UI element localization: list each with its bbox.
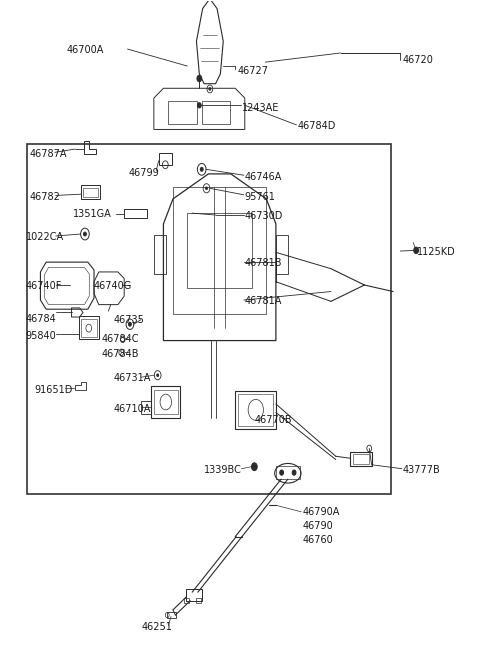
Bar bbox=[238, 394, 273, 426]
Bar bbox=[79, 316, 99, 339]
Text: 46787A: 46787A bbox=[29, 149, 67, 159]
Bar bbox=[81, 319, 97, 337]
Bar bbox=[186, 589, 202, 601]
Bar bbox=[152, 386, 180, 418]
Text: 46735: 46735 bbox=[113, 315, 144, 326]
Bar bbox=[158, 153, 172, 165]
Bar bbox=[27, 145, 391, 494]
Bar bbox=[353, 454, 369, 464]
Text: 46700A: 46700A bbox=[66, 45, 104, 55]
Circle shape bbox=[205, 187, 207, 189]
Bar bbox=[184, 598, 189, 603]
Text: 46731A: 46731A bbox=[113, 373, 151, 383]
Bar bbox=[276, 466, 300, 479]
Bar bbox=[154, 234, 166, 274]
Bar bbox=[196, 598, 201, 603]
Circle shape bbox=[280, 470, 284, 476]
Text: 46746A: 46746A bbox=[245, 172, 282, 181]
Text: 46710A: 46710A bbox=[113, 404, 151, 414]
Bar bbox=[168, 102, 197, 124]
Text: 46799: 46799 bbox=[129, 168, 160, 178]
Circle shape bbox=[292, 470, 296, 476]
Text: 43777B: 43777B bbox=[403, 465, 441, 475]
Circle shape bbox=[414, 247, 419, 253]
Text: 1243AE: 1243AE bbox=[242, 103, 280, 113]
Text: 1125KD: 1125KD bbox=[417, 248, 456, 257]
Bar bbox=[350, 452, 372, 466]
Text: 46727: 46727 bbox=[238, 66, 269, 75]
Bar bbox=[187, 213, 252, 288]
Text: 46784B: 46784B bbox=[101, 348, 139, 359]
Bar bbox=[276, 234, 288, 274]
Bar bbox=[124, 208, 147, 218]
Bar bbox=[235, 391, 276, 429]
Text: 46781B: 46781B bbox=[245, 259, 282, 269]
Circle shape bbox=[84, 232, 86, 236]
Text: 46720: 46720 bbox=[403, 54, 433, 65]
Text: 46251: 46251 bbox=[142, 622, 173, 632]
Text: 46740F: 46740F bbox=[25, 282, 62, 291]
Text: 95761: 95761 bbox=[245, 192, 276, 202]
Text: 1339BC: 1339BC bbox=[204, 465, 242, 475]
Text: 46784: 46784 bbox=[25, 314, 56, 324]
Text: 1351GA: 1351GA bbox=[73, 210, 112, 219]
Bar bbox=[202, 102, 230, 124]
Text: 46784D: 46784D bbox=[298, 121, 336, 131]
Bar bbox=[81, 185, 100, 199]
Bar bbox=[167, 612, 176, 618]
Text: 46781A: 46781A bbox=[245, 296, 282, 307]
Text: 91651D: 91651D bbox=[34, 384, 72, 394]
Bar bbox=[141, 401, 152, 414]
Text: 46782: 46782 bbox=[29, 192, 60, 202]
Circle shape bbox=[200, 168, 203, 172]
Text: 46730D: 46730D bbox=[245, 211, 283, 221]
Circle shape bbox=[129, 322, 132, 326]
Circle shape bbox=[197, 75, 202, 82]
Circle shape bbox=[209, 88, 211, 90]
Bar bbox=[173, 187, 266, 314]
Text: 46784C: 46784C bbox=[101, 333, 139, 344]
Text: 46790A: 46790A bbox=[302, 507, 339, 517]
Circle shape bbox=[157, 374, 158, 377]
Text: 46760: 46760 bbox=[302, 535, 333, 545]
Circle shape bbox=[252, 463, 257, 471]
Bar bbox=[83, 187, 98, 196]
Text: 95840: 95840 bbox=[25, 331, 56, 341]
Text: 46770B: 46770B bbox=[254, 415, 292, 425]
Circle shape bbox=[197, 103, 201, 108]
Bar bbox=[154, 390, 178, 415]
Text: 46790: 46790 bbox=[302, 521, 333, 531]
Text: 1022CA: 1022CA bbox=[25, 233, 64, 242]
Text: 46740G: 46740G bbox=[94, 282, 132, 291]
